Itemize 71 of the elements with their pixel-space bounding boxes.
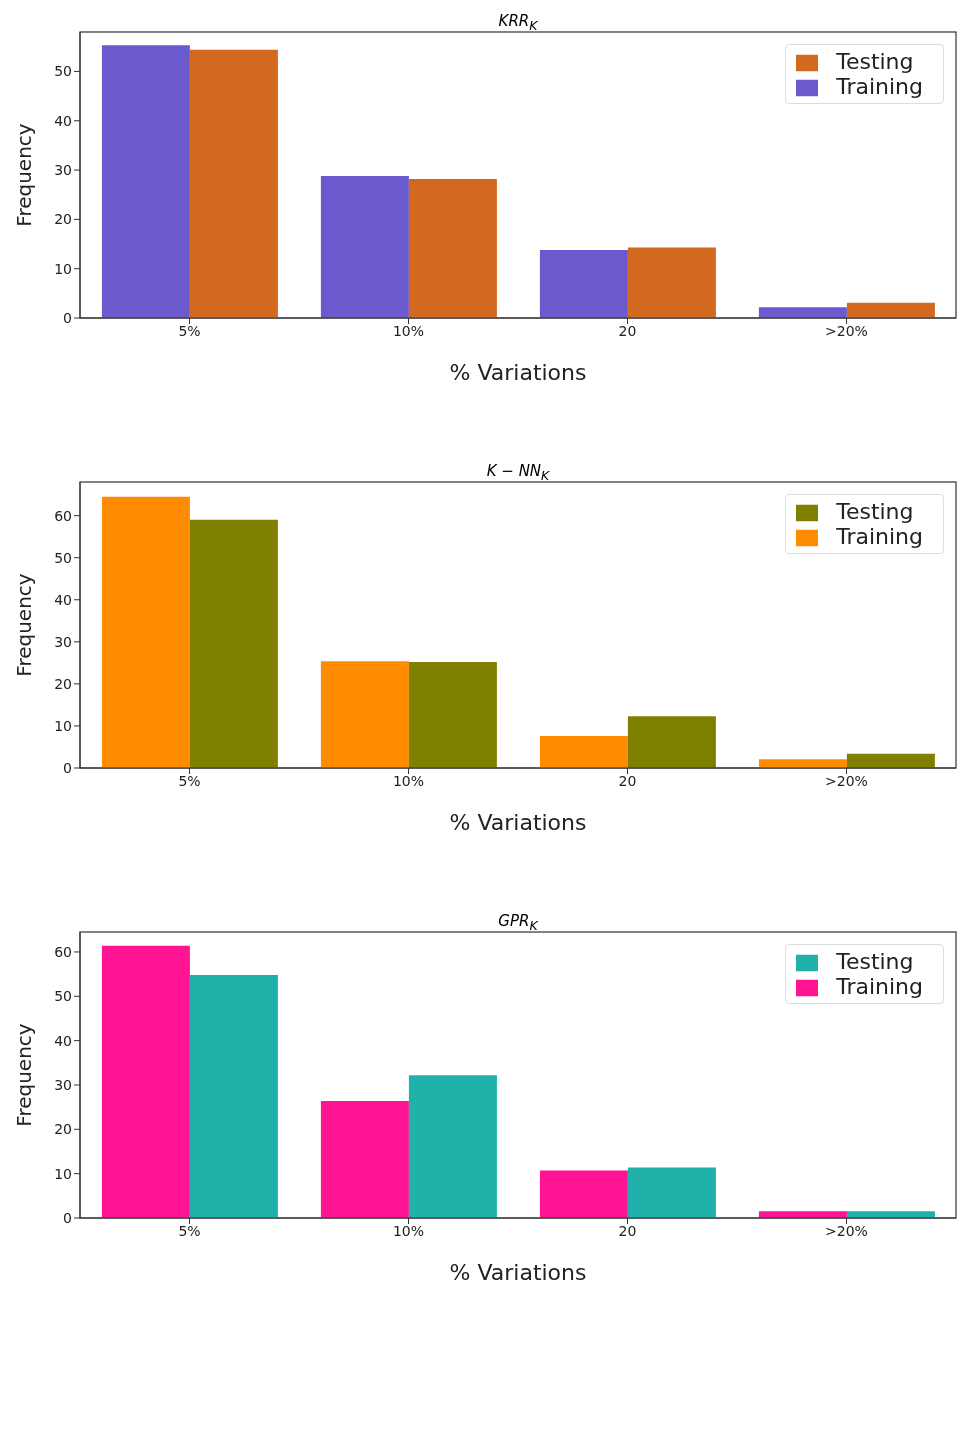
- y-tick-label: 20: [54, 1121, 72, 1138]
- y-tick-label: 10: [54, 717, 72, 734]
- bar: [846, 1211, 935, 1218]
- x-tick-label: >20%: [825, 1222, 868, 1239]
- legend-label: Testing: [836, 949, 914, 974]
- y-tick-label: 20: [54, 675, 72, 692]
- x-tick-label: 10%: [392, 772, 425, 789]
- bar: [189, 975, 278, 1218]
- chart-title: K − NN$_{K}$: [485, 462, 551, 483]
- x-axis-title: % Variations: [449, 1260, 587, 1285]
- bar: [758, 307, 847, 318]
- y-tick-label: 40: [54, 1032, 72, 1049]
- legend-label: Training: [836, 74, 923, 99]
- x-tick-label: 10%: [392, 1222, 425, 1239]
- bar: [627, 1167, 716, 1218]
- y-tick-label: 30: [54, 162, 72, 179]
- y-tick-label: 60: [54, 943, 72, 960]
- bar: [539, 1170, 628, 1218]
- x-tick-label: 20: [618, 772, 637, 789]
- y-tick-label: 50: [54, 549, 72, 566]
- y-tick-label: 10: [54, 260, 72, 277]
- bar: [758, 1211, 847, 1218]
- bar: [408, 662, 497, 768]
- bar: [189, 519, 278, 768]
- legend-label: Testing: [836, 49, 914, 74]
- y-tick-label: 10: [54, 1165, 72, 1182]
- x-tick-label: 10%: [392, 322, 425, 339]
- y-tick-label: 0: [63, 1209, 72, 1226]
- y-axis-title: Frequency: [12, 123, 37, 227]
- bar: [320, 1100, 409, 1218]
- x-axis-title: % Variations: [449, 360, 587, 385]
- bar: [846, 302, 935, 318]
- bar: [539, 736, 628, 768]
- legend-label: Training: [836, 524, 923, 549]
- bar: [101, 945, 190, 1218]
- y-tick-label: 0: [63, 309, 72, 326]
- bar: [101, 496, 190, 768]
- x-tick-label: 5%: [178, 1222, 201, 1239]
- chart-title: GPR$_{K}$: [497, 912, 539, 933]
- y-tick-label: 50: [54, 63, 72, 80]
- bar: [846, 753, 935, 768]
- x-tick-label: 5%: [178, 772, 201, 789]
- y-axis-title: Frequency: [12, 1023, 37, 1127]
- x-tick-label: >20%: [825, 772, 868, 789]
- y-tick-label: 60: [54, 507, 72, 524]
- bar: [408, 178, 497, 318]
- x-tick-label: 5%: [178, 322, 201, 339]
- bar: [101, 45, 190, 318]
- y-tick-label: 0: [63, 759, 72, 776]
- x-tick-label: 20: [618, 322, 637, 339]
- y-tick-label: 50: [54, 988, 72, 1005]
- x-tick-label: 20: [618, 1222, 637, 1239]
- bar: [539, 249, 628, 318]
- y-tick-label: 40: [54, 112, 72, 129]
- x-tick-label: >20%: [825, 322, 868, 339]
- y-axis-title: Frequency: [12, 573, 37, 677]
- legend-label: Training: [836, 974, 923, 999]
- y-tick-label: 20: [54, 211, 72, 228]
- bar: [408, 1075, 497, 1218]
- y-tick-label: 40: [54, 591, 72, 608]
- bar: [627, 247, 716, 318]
- x-axis-title: % Variations: [449, 810, 587, 835]
- y-tick-label: 30: [54, 1076, 72, 1093]
- bar: [627, 716, 716, 768]
- y-tick-label: 30: [54, 633, 72, 650]
- bar: [320, 661, 409, 768]
- bar: [320, 175, 409, 318]
- chart-title: KRR$_{K}$: [497, 12, 539, 33]
- bar: [758, 759, 847, 768]
- bar: [189, 49, 278, 318]
- legend-label: Testing: [836, 499, 914, 524]
